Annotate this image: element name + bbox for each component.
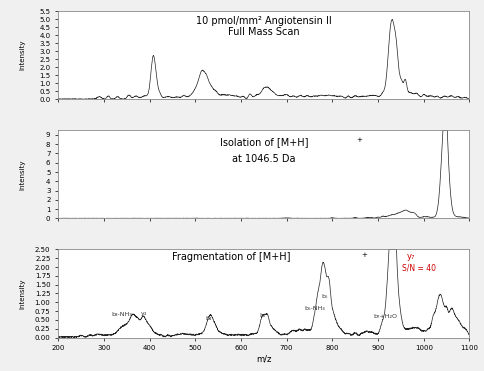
Text: Isolation of [M+H]: Isolation of [M+H] [220, 137, 308, 147]
Y-axis label: Intensity: Intensity [19, 278, 25, 309]
Text: b₇+H₂O: b₇+H₂O [373, 314, 397, 319]
Text: at 1046.5 Da: at 1046.5 Da [232, 154, 296, 164]
Text: +: + [361, 252, 367, 258]
Text: Fragmentation of [M+H]: Fragmentation of [M+H] [172, 252, 290, 262]
Text: b₆-NH₃: b₆-NH₃ [304, 306, 325, 311]
Text: y₇: y₇ [407, 252, 415, 261]
Y-axis label: Intensity: Intensity [19, 159, 25, 190]
Text: y₃: y₃ [141, 311, 147, 316]
Text: b₃-NH₃: b₃-NH₃ [112, 312, 133, 317]
Text: b₄: b₄ [206, 316, 212, 321]
Text: b₆: b₆ [321, 294, 328, 299]
Text: b₅: b₅ [260, 313, 266, 318]
Text: S/N = 40: S/N = 40 [402, 263, 436, 272]
Text: 10 pmol/mm² Angiotensin II
Full Mass Scan: 10 pmol/mm² Angiotensin II Full Mass Sca… [196, 16, 332, 37]
Y-axis label: Intensity: Intensity [19, 40, 25, 70]
Text: +: + [356, 137, 362, 143]
X-axis label: m/z: m/z [256, 354, 272, 363]
